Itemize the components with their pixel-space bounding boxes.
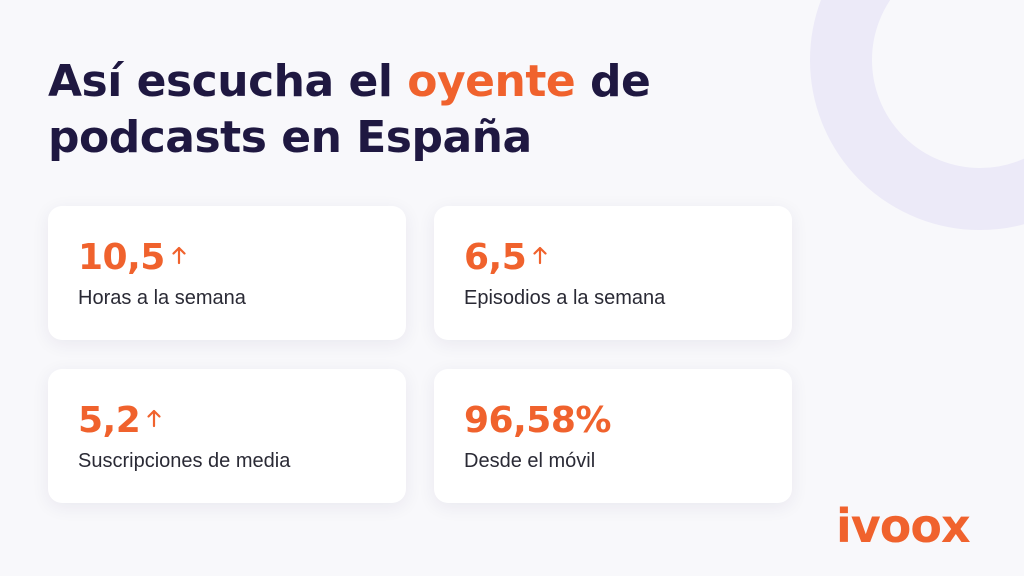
stat-label: Episodios a la semana: [464, 287, 666, 309]
stat-row: 6,5: [464, 238, 548, 278]
headline: Así escucha el oyente de podcasts en Esp…: [48, 54, 808, 166]
arrow-up-icon: [533, 246, 547, 265]
headline-accent: oyente: [407, 56, 576, 107]
stat-value: 96,58%: [464, 400, 611, 441]
arrow-up-icon: [172, 246, 186, 265]
stat-row: 10,5: [78, 238, 187, 278]
stat-card-episodes: 6,5 Episodios a la semana: [434, 206, 792, 340]
headline-part-1: Así escucha el: [48, 56, 408, 107]
headline-part-2: de podcasts en España: [48, 56, 651, 163]
stat-card-hours: 10,5 Horas a la semana: [48, 206, 406, 340]
ivoox-logo: ivoox: [836, 499, 971, 553]
stat-value: 10,5: [78, 237, 165, 278]
stat-row: 96,58%: [464, 401, 611, 441]
stat-card-subscriptions: 5,2 Suscripciones de media: [48, 369, 406, 503]
arrow-up-icon: [147, 409, 161, 428]
stat-value: 6,5: [464, 237, 527, 278]
stat-value: 5,2: [78, 400, 141, 441]
decorative-ring: [810, 0, 1024, 230]
stat-row: 5,2: [78, 401, 162, 441]
stat-label: Desde el móvil: [464, 450, 596, 472]
stat-label: Suscripciones de media: [78, 450, 291, 472]
stat-card-mobile: 96,58% Desde el móvil: [434, 369, 792, 503]
stat-label: Horas a la semana: [78, 287, 246, 309]
